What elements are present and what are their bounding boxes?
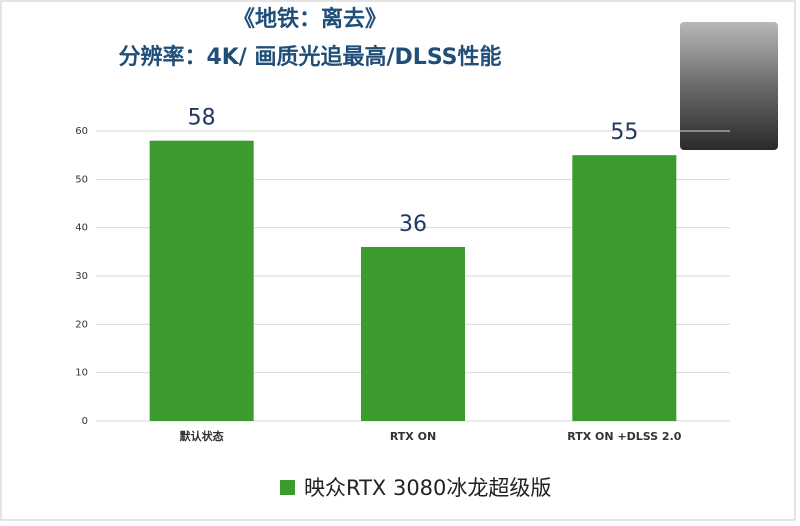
cover-art: [680, 22, 778, 150]
x-tick-label: RTX ON: [390, 430, 436, 443]
chart-subtitle: 分辨率：4K/ 画质光追最高/DLSS性能: [118, 44, 501, 70]
legend-swatch: [280, 480, 295, 495]
bar: [572, 155, 677, 421]
value-label: 55: [610, 120, 638, 145]
bar: [149, 140, 254, 421]
y-tick-label: 60: [75, 126, 88, 137]
y-tick-label: 40: [75, 223, 88, 234]
legend-label: 映众RTX 3080冰龙超级版: [304, 476, 551, 500]
bar: [361, 247, 465, 421]
y-tick-label: 10: [75, 368, 88, 379]
y-tick-label: 0: [82, 416, 88, 427]
x-tick-label: RTX ON +DLSS 2.0: [567, 430, 682, 443]
chart-title: 《地铁：离去》: [233, 6, 387, 32]
x-tick-label: 默认状态: [180, 429, 224, 443]
y-tick-label: 20: [75, 319, 88, 330]
y-tick-label: 50: [75, 174, 88, 185]
y-tick-label: 30: [75, 271, 88, 282]
value-label: 58: [188, 106, 216, 131]
value-label: 36: [399, 212, 427, 237]
